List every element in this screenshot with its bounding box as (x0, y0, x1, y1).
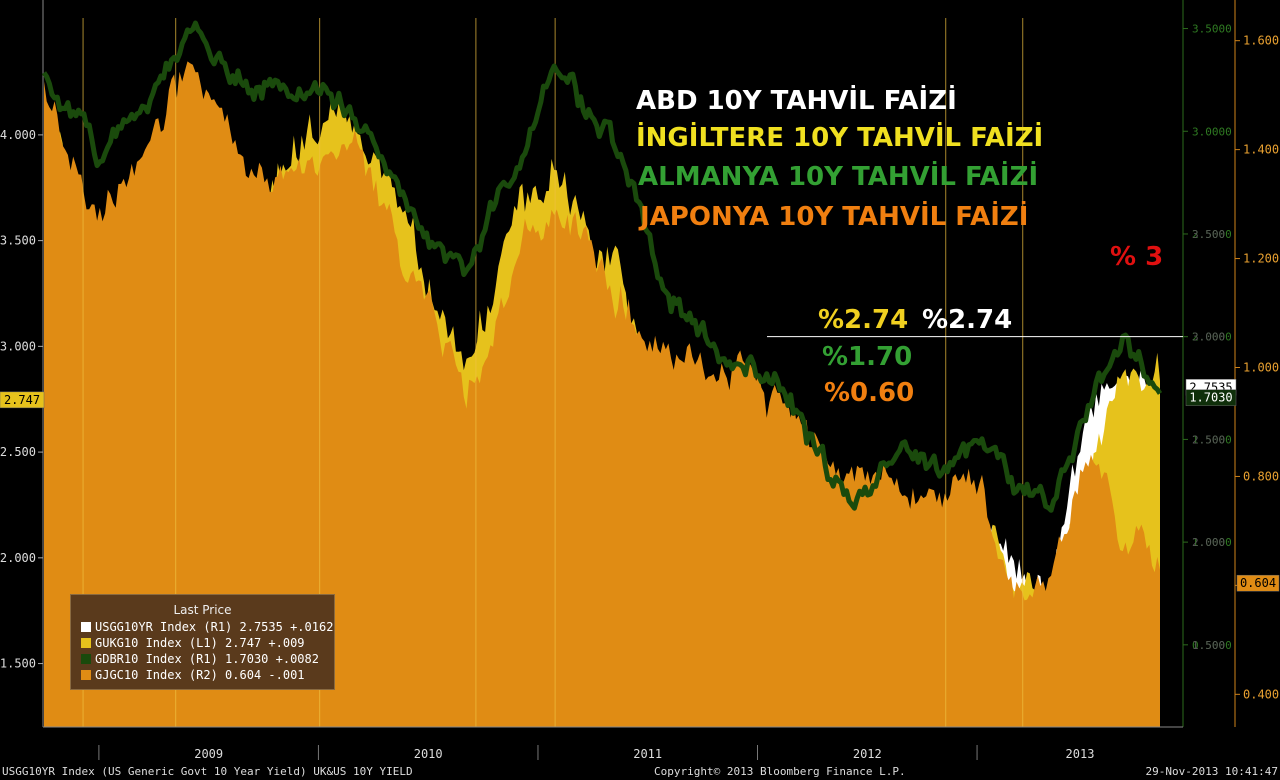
annotation-uk-pct: %2.74 (818, 305, 909, 335)
x-tick-label-0: 2009 (194, 747, 223, 761)
r2-tick-label-2: 0.800 (1243, 469, 1279, 483)
footer-center: Copyright© 2013 Bloomberg Finance L.P. (654, 765, 906, 778)
legend-text-uk: GUKG10 Index (L1) 2.747 +.009 (95, 636, 305, 650)
r1-green-tick-label-0: 0.5000 (1192, 639, 1232, 652)
annotation-three-percent: % 3 (1110, 242, 1164, 272)
r2-tick-label-3: 1.000 (1243, 361, 1279, 375)
r1-tick-label-0: 1.500 (1192, 639, 1225, 652)
headline-uk: İNGİLTERE 10Y TAHVİL FAİZİ (636, 123, 1044, 153)
last-price-tag-jp: 0.604 (1240, 576, 1276, 590)
annotation-jp-pct: %0.60 (824, 378, 915, 408)
left-tick-label-1: 2.000 (0, 551, 36, 565)
germany-10y-line (41, 20, 1163, 513)
legend-text-de: GDBR10 Index (R1) 1.7030 +.0082 (95, 652, 319, 666)
r1-green-tick-label-1: 1.0000 (1192, 536, 1232, 549)
last-price-tag-uk: 2.747 (4, 393, 40, 407)
x-tick-label-3: 2012 (853, 747, 882, 761)
left-tick-label-5: 4.000 (0, 128, 36, 142)
r2-tick-label-4: 1.200 (1243, 252, 1279, 266)
headline-jp: JAPONYA 10Y TAHVİL FAİZİ (640, 202, 1029, 232)
last-price-tag-jp-bg (1236, 574, 1280, 592)
r1-green-tick-label-3: 2.0000 (1192, 331, 1232, 344)
r2-tick-label-5: 1.400 (1243, 143, 1279, 157)
legend-row-de: GDBR10 Index (R1) 1.7030 +.0082 (71, 651, 334, 667)
chart-svg: 1.500 2.000 2.500 3.000 3.500 4.000 0.5000 1.0… (0, 0, 1280, 761)
left-tick-label-0: 1.500 (0, 657, 36, 671)
x-tick-label-4: 2013 (1066, 747, 1095, 761)
japan-10y-area (44, 61, 1160, 727)
annotation-us-pct: %2.74 (922, 305, 1013, 335)
last-price-tag-de-bg (1185, 389, 1237, 406)
legend-text-jp: GJGC10 Index (R2) 0.604 -.001 (95, 668, 305, 682)
last-price-tag-uk-bg (0, 391, 45, 409)
legend-swatch-us (81, 622, 91, 632)
r1-green-tick-label-2: 1.5000 (1192, 433, 1232, 446)
legend-swatch-jp (81, 670, 91, 680)
left-tick-label-3: 3.000 (0, 339, 36, 353)
r2-tick-label-0: 0.400 (1243, 687, 1279, 701)
annotation-de-pct: %1.70 (822, 342, 913, 372)
r1-green-tick-label-6: 3.5000 (1192, 23, 1232, 36)
r1-green-tick-label-4: 2.5000 (1192, 228, 1232, 241)
r1-tick-label-1: 2.000 (1192, 536, 1225, 549)
legend-row-jp: GJGC10 Index (R2) 0.604 -.001 (71, 667, 334, 683)
r1-tick-label-3: 3.000 (1192, 331, 1225, 344)
legend-title: Last Price (173, 603, 232, 617)
footer-left: USGG10YR Index (US Generic Govt 10 Year … (2, 765, 413, 778)
left-tick-label-4: 3.500 (0, 234, 36, 248)
x-tick-label-2: 2011 (633, 747, 662, 761)
legend-swatch-uk (81, 638, 91, 648)
r2-tick-label-6: 1.600 (1243, 34, 1279, 48)
last-price-tag-de: 1.7030 (1189, 391, 1232, 405)
legend-text-us: USGG10YR Index (R1) 2.7535 +.0162 (95, 620, 334, 634)
legend-row-uk: GUKG10 Index (L1) 2.747 +.009 (71, 635, 334, 651)
legend-swatch-de (81, 654, 91, 664)
footer: USGG10YR Index (US Generic Govt 10 Year … (0, 764, 1280, 780)
headline-us: ABD 10Y TAHVİL FAİZİ (636, 86, 957, 116)
footer-right: 29-Nov-2013 10:41:47 (1145, 765, 1278, 778)
r1-green-tick-label-5: 3.0000 (1192, 125, 1232, 138)
x-tick-label-1: 2010 (414, 747, 443, 761)
headline-de: ALMANYA 10Y TAHVİL FAİZİ (638, 162, 1039, 192)
r1-tick-label-2: 2.500 (1192, 433, 1225, 446)
legend-row-us: USGG10YR Index (R1) 2.7535 +.0162 (71, 619, 334, 635)
r1-tick-label-4: 3.500 (1192, 228, 1225, 241)
left-tick-label-2: 2.500 (0, 445, 36, 459)
legend: Last Price USGG10YR Index (R1) 2.7535 +.… (70, 594, 335, 690)
